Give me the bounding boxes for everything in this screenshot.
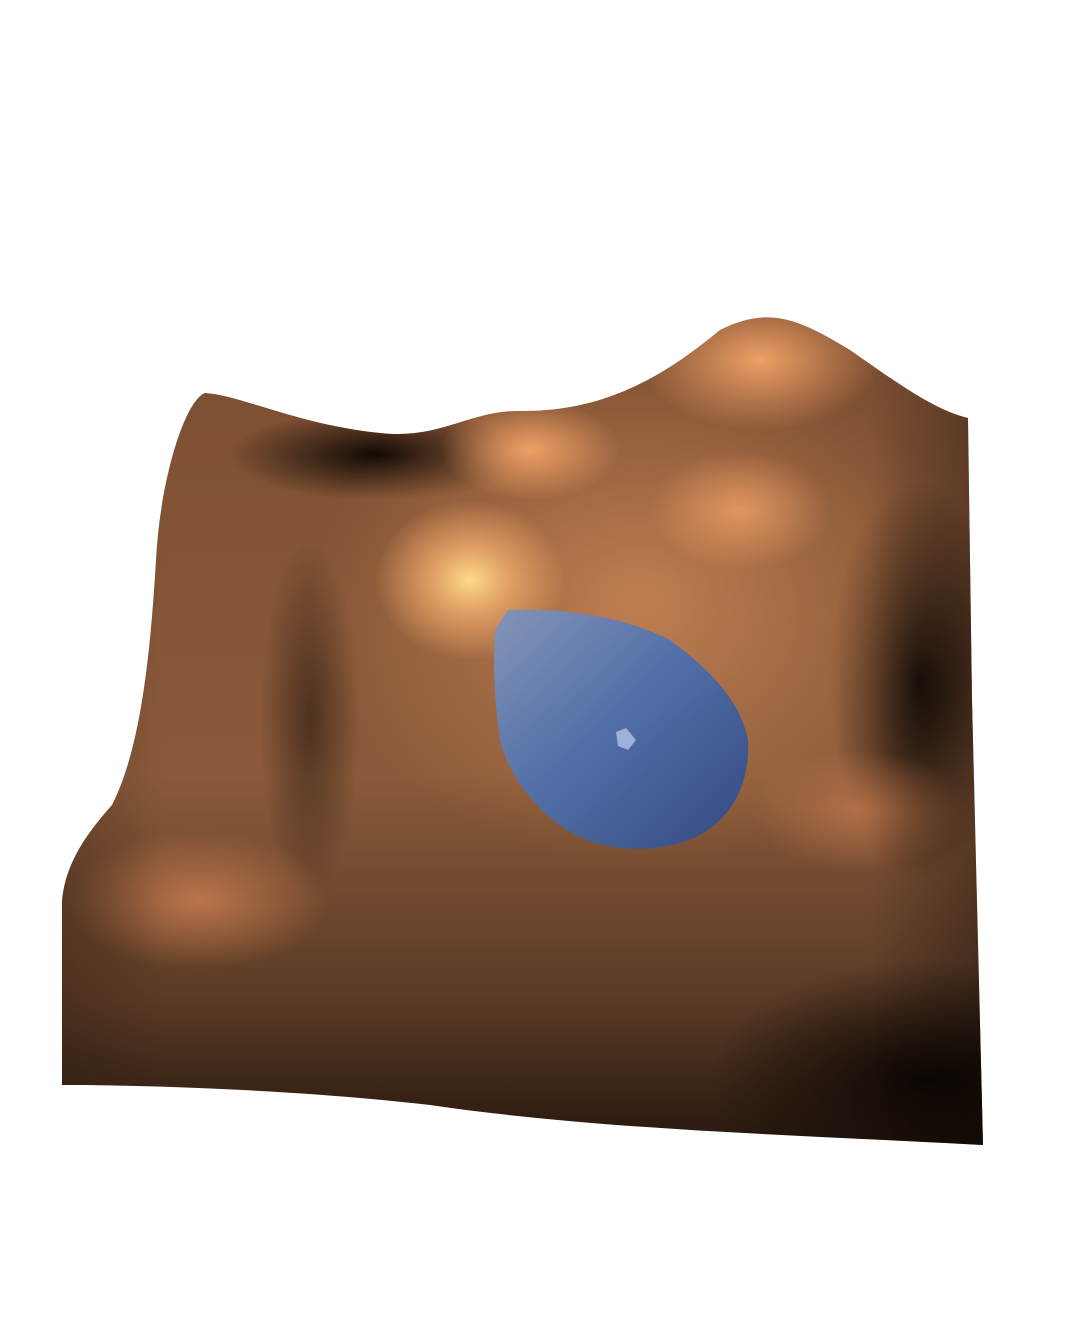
blue-region <box>494 609 749 849</box>
blue-spot <box>616 728 636 750</box>
